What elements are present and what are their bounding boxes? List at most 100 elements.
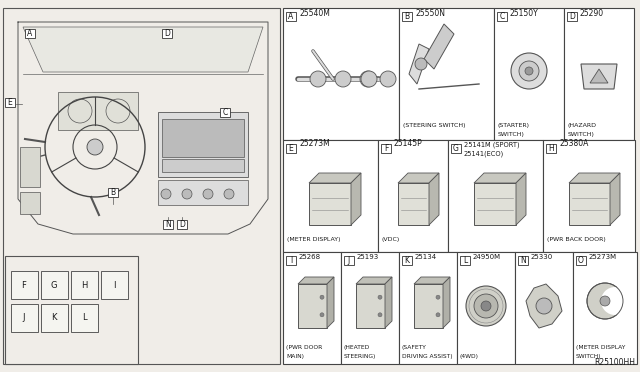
Bar — [402, 12, 412, 21]
Text: (METER DISPLAY): (METER DISPLAY) — [287, 237, 340, 242]
Circle shape — [601, 287, 629, 315]
Text: I: I — [290, 256, 292, 265]
Text: (HAZARD: (HAZARD — [568, 123, 597, 128]
Text: A: A — [28, 29, 33, 38]
Bar — [162, 159, 244, 172]
Circle shape — [380, 71, 396, 87]
Text: C: C — [222, 108, 228, 117]
Bar — [283, 8, 399, 140]
Circle shape — [320, 313, 324, 317]
Bar — [494, 8, 564, 140]
Text: 25141M (SPORT): 25141M (SPORT) — [464, 141, 520, 148]
Bar — [573, 252, 637, 364]
Bar — [58, 92, 138, 130]
Bar — [220, 108, 230, 117]
Text: D: D — [164, 29, 170, 38]
Bar — [158, 180, 248, 205]
Text: 25550N: 25550N — [415, 9, 445, 18]
Text: 25290: 25290 — [580, 9, 604, 18]
Text: 25145P: 25145P — [394, 139, 423, 148]
Polygon shape — [23, 27, 263, 72]
Circle shape — [466, 286, 506, 326]
Text: L: L — [82, 314, 86, 323]
Text: SWITCH): SWITCH) — [498, 132, 525, 137]
Circle shape — [436, 313, 440, 317]
Circle shape — [320, 295, 324, 299]
Bar — [11, 304, 38, 332]
Circle shape — [536, 298, 552, 314]
Bar — [546, 144, 556, 153]
Circle shape — [415, 58, 427, 70]
Bar — [569, 183, 610, 225]
Text: (PWR DOOR: (PWR DOOR — [286, 345, 323, 350]
Polygon shape — [398, 173, 439, 183]
Polygon shape — [309, 173, 361, 183]
Bar — [381, 144, 391, 153]
Polygon shape — [356, 277, 392, 284]
Text: 25134: 25134 — [415, 254, 437, 260]
Bar — [20, 147, 40, 187]
Text: J: J — [23, 314, 25, 323]
Text: (4WD): (4WD) — [460, 354, 479, 359]
Bar — [11, 271, 38, 299]
Polygon shape — [526, 284, 562, 328]
Text: K: K — [404, 256, 410, 265]
Text: 25540M: 25540M — [299, 9, 330, 18]
Text: O: O — [578, 256, 584, 265]
Bar — [71, 304, 98, 332]
Text: 25380A: 25380A — [559, 139, 588, 148]
Bar — [399, 8, 494, 140]
Bar — [356, 284, 385, 328]
Text: 25141(ECO): 25141(ECO) — [464, 151, 504, 157]
Circle shape — [587, 283, 623, 319]
Text: G: G — [51, 280, 57, 289]
Bar — [451, 144, 461, 153]
Bar — [3, 8, 280, 364]
Circle shape — [161, 189, 171, 199]
Polygon shape — [474, 173, 526, 183]
Polygon shape — [414, 277, 450, 284]
Bar — [298, 284, 327, 328]
Circle shape — [361, 71, 377, 87]
Text: DRIVING ASSIST): DRIVING ASSIST) — [402, 354, 452, 359]
Bar — [448, 140, 543, 252]
Text: 25273M: 25273M — [589, 254, 617, 260]
Polygon shape — [385, 277, 392, 328]
Bar — [41, 304, 68, 332]
Polygon shape — [569, 173, 620, 183]
Bar — [101, 271, 128, 299]
Text: SWITCH): SWITCH) — [576, 354, 602, 359]
Text: B: B — [404, 12, 410, 21]
Bar — [158, 112, 248, 177]
Polygon shape — [610, 173, 620, 225]
Text: R25100HH: R25100HH — [594, 358, 635, 367]
Text: 25268: 25268 — [299, 254, 321, 260]
Bar — [286, 256, 296, 265]
Text: STEERING): STEERING) — [344, 354, 376, 359]
Bar — [41, 271, 68, 299]
Polygon shape — [327, 277, 334, 328]
Text: 25193: 25193 — [357, 254, 380, 260]
Bar — [162, 119, 244, 157]
Text: (STEERING SWITCH): (STEERING SWITCH) — [403, 123, 465, 128]
Circle shape — [182, 189, 192, 199]
Bar — [378, 140, 448, 252]
Text: 25273M: 25273M — [299, 139, 330, 148]
Bar — [5, 98, 15, 107]
Text: 25330: 25330 — [531, 254, 553, 260]
Polygon shape — [351, 173, 361, 225]
Bar — [344, 256, 354, 265]
Bar — [515, 252, 573, 364]
Bar — [162, 29, 172, 38]
Polygon shape — [443, 277, 450, 328]
Bar — [399, 252, 457, 364]
Bar — [177, 220, 187, 229]
Circle shape — [519, 61, 539, 81]
Text: (HEATED: (HEATED — [344, 345, 371, 350]
Bar — [543, 140, 635, 252]
Text: L: L — [463, 256, 467, 265]
Polygon shape — [590, 69, 608, 83]
Bar — [564, 8, 634, 140]
Circle shape — [87, 139, 103, 155]
Text: (PWR BACK DOOR): (PWR BACK DOOR) — [547, 237, 605, 242]
